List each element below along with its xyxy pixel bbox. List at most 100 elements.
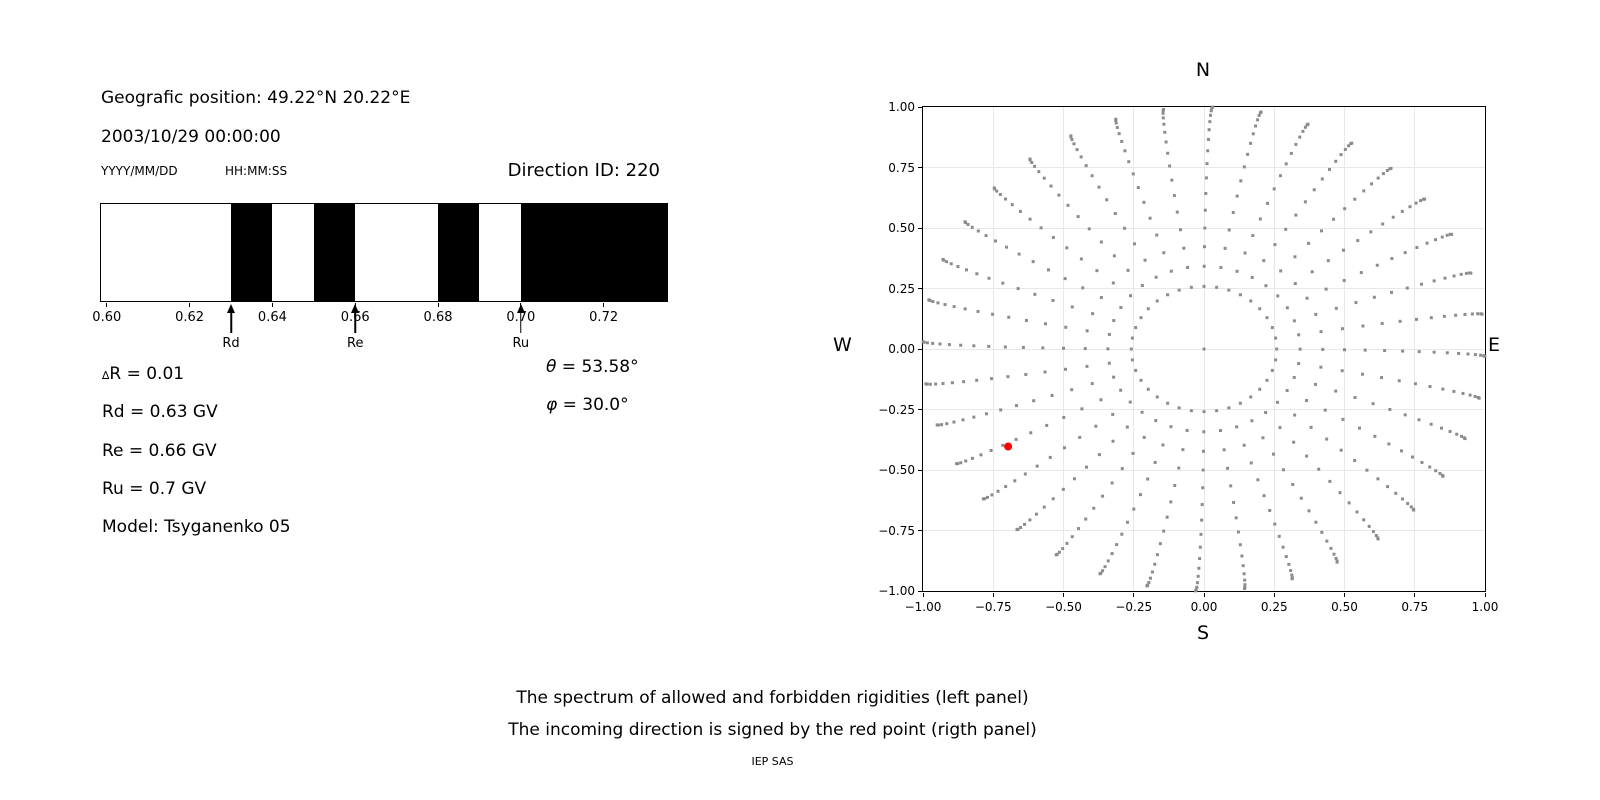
direction-dot xyxy=(1129,294,1132,298)
direction-dot xyxy=(1062,346,1065,350)
direction-dot xyxy=(1461,391,1465,395)
direction-dot xyxy=(972,344,976,348)
direction-dot xyxy=(928,382,932,386)
direction-dot xyxy=(1276,294,1280,298)
x-tick-label: −0.25 xyxy=(1115,600,1153,614)
direction-dot xyxy=(1374,534,1378,537)
direction-dot xyxy=(1207,128,1211,132)
direction-dot xyxy=(1320,530,1324,534)
y-tick xyxy=(917,227,922,229)
direction-dot xyxy=(1206,149,1210,153)
direction-dot xyxy=(1317,467,1321,471)
direction-dot xyxy=(1341,327,1345,331)
direction-dot xyxy=(1249,141,1253,145)
compass-label-n: N xyxy=(1195,59,1211,81)
direction-dot xyxy=(1070,535,1074,539)
direction-dot xyxy=(1227,288,1231,292)
direction-dot xyxy=(1169,269,1173,273)
direction-dot xyxy=(1111,281,1115,285)
direction-dot xyxy=(1238,293,1242,297)
direction-dot xyxy=(1339,153,1343,157)
y-tick xyxy=(917,288,922,289)
direction-dot xyxy=(1042,505,1046,509)
direction-dot xyxy=(1090,382,1094,386)
forbidden-band xyxy=(313,204,356,301)
direction-dot xyxy=(1065,541,1069,545)
direction-dot xyxy=(1161,443,1165,447)
direction-dot xyxy=(1112,375,1116,379)
direction-dot xyxy=(1145,584,1149,588)
direction-dot xyxy=(1301,129,1305,133)
direction-dot xyxy=(1158,542,1162,546)
time-format-label: HH:MM:SS xyxy=(225,164,288,178)
direction-dot xyxy=(1132,507,1136,511)
direction-dot xyxy=(1390,290,1394,294)
direction-dot xyxy=(1380,376,1384,380)
direction-dot xyxy=(991,312,995,316)
direction-dot xyxy=(1459,434,1463,438)
direction-dot xyxy=(1363,348,1367,352)
direction-dot xyxy=(1034,512,1038,516)
direction-dot xyxy=(935,423,939,427)
y-tick-label: −0.25 xyxy=(878,402,915,417)
direction-dot xyxy=(1166,293,1170,297)
direction-dot xyxy=(1408,205,1412,209)
phi-text: φ = 30.0° xyxy=(546,395,629,415)
direction-dot xyxy=(1305,296,1309,300)
direction-dot xyxy=(1238,543,1242,547)
direction-dot xyxy=(1242,586,1246,590)
direction-dot xyxy=(1434,238,1438,242)
direction-dot xyxy=(1147,581,1151,585)
direction-dot xyxy=(1414,201,1418,205)
x-tick-label: 0.00 xyxy=(1190,600,1218,614)
direction-dot xyxy=(1362,189,1366,193)
direction-dot xyxy=(1314,520,1318,524)
direction-dot xyxy=(1477,396,1481,400)
direction-dot xyxy=(1007,315,1011,319)
direction-dot xyxy=(1312,188,1316,192)
y-tick-label: −0.50 xyxy=(878,463,915,477)
direction-dot xyxy=(1251,234,1255,238)
direction-dot xyxy=(1126,268,1130,272)
direction-dot xyxy=(1289,151,1293,155)
direction-dot xyxy=(1279,269,1283,273)
direction-dot xyxy=(1232,500,1236,504)
direction-dot xyxy=(1202,245,1206,249)
direction-dot xyxy=(1057,550,1061,554)
direction-dot xyxy=(1361,372,1364,376)
y-tick-label: 0.50 xyxy=(888,221,915,235)
direction-dot xyxy=(1381,172,1385,176)
direction-dot xyxy=(1155,299,1159,303)
direction-dot xyxy=(1045,423,1049,427)
direction-dot xyxy=(1181,448,1185,452)
direction-dot xyxy=(1019,526,1023,530)
direction-dot xyxy=(1018,209,1022,213)
direction-dot xyxy=(1409,505,1413,509)
y-tick-label: 0.75 xyxy=(888,160,915,175)
direction-dot xyxy=(949,262,953,266)
direction-dot xyxy=(1241,564,1245,568)
direction-dot xyxy=(1066,203,1070,207)
direction-dot xyxy=(1249,299,1253,303)
direction-dot xyxy=(1227,406,1231,410)
direction-dot xyxy=(1177,466,1181,470)
direction-dot xyxy=(1278,174,1282,178)
direction-dot xyxy=(1293,413,1297,417)
direction-dot xyxy=(964,459,968,463)
direction-dot xyxy=(1334,556,1338,560)
direction-dot xyxy=(1005,245,1009,249)
direction-dot xyxy=(1162,529,1166,533)
direction-dot xyxy=(1448,429,1452,433)
direction-dot xyxy=(1195,581,1199,585)
direction-dot xyxy=(985,495,989,499)
direction-dot xyxy=(1098,572,1102,576)
direction-dot xyxy=(1162,108,1166,112)
y-tick xyxy=(917,409,922,410)
direction-dot xyxy=(1172,194,1176,198)
delta-symbol: ∆ xyxy=(102,369,110,382)
y-tick-label: 1.00 xyxy=(888,100,915,114)
direction-dot xyxy=(1107,361,1111,365)
direction-dot xyxy=(970,225,974,229)
direction-dot xyxy=(1162,251,1166,255)
